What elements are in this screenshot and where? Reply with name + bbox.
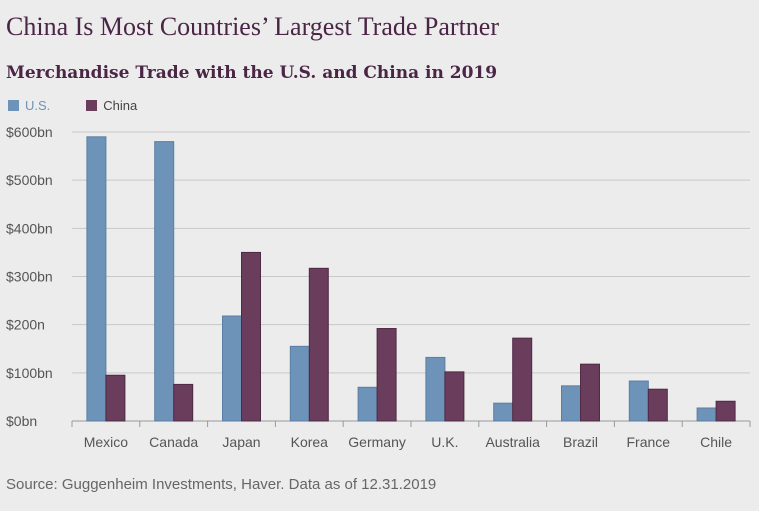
bar-us xyxy=(154,141,175,422)
legend-swatch-china xyxy=(86,100,98,111)
legend: U.S. China xyxy=(8,98,137,113)
y-tick-label: $0bn xyxy=(6,413,37,429)
y-tick-label: $500bn xyxy=(6,172,53,188)
bar-china xyxy=(580,363,600,422)
x-tick-label: Germany xyxy=(348,434,406,450)
bar-us xyxy=(493,402,514,422)
x-tick-label: France xyxy=(627,434,671,450)
x-tick-label: Australia xyxy=(485,434,540,450)
legend-swatch-us xyxy=(8,100,19,111)
bar-china xyxy=(105,374,126,422)
bar-us xyxy=(289,345,310,422)
x-tick-label: Korea xyxy=(291,434,329,450)
bar-us xyxy=(696,407,717,422)
bar-china xyxy=(715,400,736,422)
bar-china xyxy=(241,251,261,422)
bar-us xyxy=(222,315,242,422)
source-note: Source: Guggenheim Investments, Haver. D… xyxy=(6,476,437,493)
bar-us xyxy=(628,380,649,422)
bar-china xyxy=(512,337,533,422)
bar-china xyxy=(308,267,329,422)
y-tick-label: $300bn xyxy=(6,269,53,285)
bar-china xyxy=(444,371,465,422)
x-tick-label: Japan xyxy=(222,434,260,450)
legend-item-china: China xyxy=(86,98,137,113)
y-tick-label: $600bn xyxy=(6,124,53,140)
x-tick-label: Chile xyxy=(700,434,732,450)
x-tick-label: U.K. xyxy=(431,434,458,450)
bar-china xyxy=(647,388,668,422)
y-tick-label: $100bn xyxy=(6,365,53,381)
chart-title: China Is Most Countries’ Largest Trade P… xyxy=(6,12,499,41)
bar-china xyxy=(173,383,194,422)
bar-us xyxy=(561,385,581,422)
chart-subtitle: Merchandise Trade with the U.S. and Chin… xyxy=(6,63,498,83)
x-tick-label: Mexico xyxy=(84,434,129,450)
x-tick-label: Brazil xyxy=(563,434,598,450)
y-tick-label: $400bn xyxy=(6,220,53,236)
legend-label-china: China xyxy=(103,98,138,113)
y-tick-label: $200n xyxy=(6,317,45,333)
legend-item-us: U.S. xyxy=(8,98,50,113)
bar-us xyxy=(425,356,446,422)
bar-china xyxy=(376,328,397,422)
x-tick-label: Canada xyxy=(149,434,198,450)
bar-us xyxy=(86,136,107,422)
legend-label-us: U.S. xyxy=(25,98,51,113)
bar-us xyxy=(357,386,378,422)
